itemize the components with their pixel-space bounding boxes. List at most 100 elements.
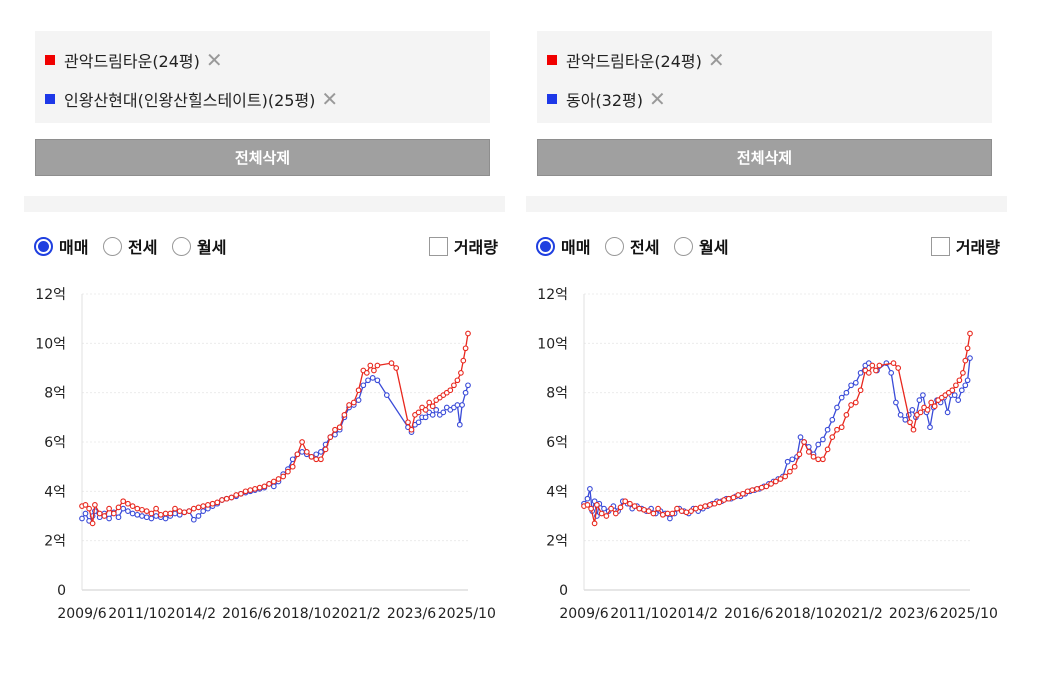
data-point <box>667 515 673 522</box>
comparison-panel-left: 관악드림타운(24평) ✕ 인왕산현대(인왕산힐스테이트)(25평) ✕ 전체삭… <box>24 0 514 677</box>
legend-box <box>35 31 490 123</box>
close-icon[interactable]: ✕ <box>321 87 339 111</box>
volume-checkbox[interactable]: 거래량 <box>428 234 498 258</box>
data-point <box>740 490 746 497</box>
radio-dot-selected[interactable] <box>34 236 53 256</box>
data-point <box>327 434 334 440</box>
data-point <box>148 515 155 522</box>
data-point <box>280 473 287 480</box>
data-point <box>86 505 92 512</box>
close-icon[interactable]: ✕ <box>205 48 223 72</box>
data-point <box>949 387 956 394</box>
close-icon[interactable]: ✕ <box>649 87 666 111</box>
data-point <box>692 505 699 512</box>
data-point <box>134 511 141 518</box>
volume-checkbox[interactable]: 거래량 <box>930 234 1000 258</box>
y-tick-label: 0 <box>57 583 66 599</box>
data-point <box>308 453 315 460</box>
y-tick-label: 12억 <box>35 287 66 303</box>
data-point <box>454 402 461 408</box>
data-point <box>139 513 145 519</box>
data-point <box>383 392 390 398</box>
radio-dot-selected[interactable] <box>536 236 555 256</box>
data-point <box>101 513 108 519</box>
data-point <box>256 484 263 491</box>
data-point <box>458 370 464 376</box>
data-point <box>440 409 447 416</box>
radio-dot[interactable] <box>103 236 122 256</box>
x-tick-label: 2016/6 <box>222 606 271 622</box>
data-point <box>219 497 225 503</box>
x-tick-label: 2014/2 <box>167 606 216 622</box>
radio-sale[interactable]: 매매 <box>536 234 590 258</box>
y-tick-label: 12억 <box>537 287 568 303</box>
data-point <box>834 404 840 411</box>
data-point <box>815 456 822 463</box>
data-point <box>622 498 629 505</box>
data-point <box>594 502 600 508</box>
data-point <box>897 412 904 418</box>
radio-dot[interactable] <box>674 236 693 256</box>
x-tick-label: 2011/10 <box>610 606 668 622</box>
data-point <box>252 486 258 492</box>
legend-label: 관악드림타운(24평) <box>566 52 702 71</box>
data-point <box>744 488 751 495</box>
radio-monthly-rent[interactable]: 월세 <box>172 234 226 258</box>
radio-dot[interactable] <box>605 236 624 256</box>
radio-monthly-rent[interactable]: 월세 <box>674 234 728 258</box>
data-point <box>857 387 864 394</box>
data-point <box>631 503 638 509</box>
data-point <box>190 516 197 523</box>
x-tick-label: 2011/10 <box>108 606 166 622</box>
data-point <box>873 367 879 374</box>
data-point <box>157 511 164 518</box>
delete-all-button[interactable]: 전체삭제 <box>537 139 992 176</box>
data-point <box>270 478 277 485</box>
data-point <box>153 513 159 519</box>
legend-label: 관악드림타운(24평) <box>64 52 200 71</box>
data-point <box>907 419 913 426</box>
delete-all-button[interactable]: 전체삭제 <box>35 139 490 176</box>
checkbox-square[interactable] <box>428 236 448 256</box>
checkbox-square[interactable] <box>930 236 950 256</box>
data-point <box>129 503 136 509</box>
data-point <box>674 505 680 512</box>
data-point <box>829 416 836 423</box>
data-point <box>465 382 471 389</box>
data-point <box>843 412 850 418</box>
radio-dot[interactable] <box>172 236 191 256</box>
data-point <box>928 399 935 406</box>
data-point <box>730 494 737 501</box>
data-point <box>749 487 756 493</box>
data-point <box>228 494 235 501</box>
data-point <box>852 399 859 406</box>
y-tick-label: 6억 <box>44 435 66 451</box>
data-point <box>791 463 798 470</box>
data-point <box>924 407 931 413</box>
radio-jeonse[interactable]: 전세 <box>103 234 157 258</box>
data-point <box>962 382 969 389</box>
data-point <box>181 509 188 516</box>
series-line <box>583 358 971 520</box>
data-point <box>758 484 765 491</box>
data-point <box>617 504 624 511</box>
data-point <box>838 424 845 431</box>
data-point <box>447 387 454 394</box>
legend-swatch-blue <box>45 94 55 104</box>
data-point <box>636 505 643 512</box>
data-point <box>876 362 883 369</box>
data-point <box>796 451 803 458</box>
x-tick-label: 2021/2 <box>834 606 883 622</box>
legend-label: 동아(32평) <box>566 91 644 110</box>
x-tick-label: 2025/10 <box>438 606 496 622</box>
radio-jeonse[interactable]: 전세 <box>605 234 659 258</box>
close-icon[interactable]: ✕ <box>707 48 725 72</box>
data-point <box>266 481 272 487</box>
data-point <box>261 483 268 490</box>
radio-sale[interactable]: 매매 <box>34 234 88 258</box>
data-point <box>659 511 666 518</box>
y-tick-label: 2억 <box>44 534 66 550</box>
data-point <box>289 463 296 470</box>
data-point <box>172 505 178 512</box>
data-point <box>591 520 598 527</box>
